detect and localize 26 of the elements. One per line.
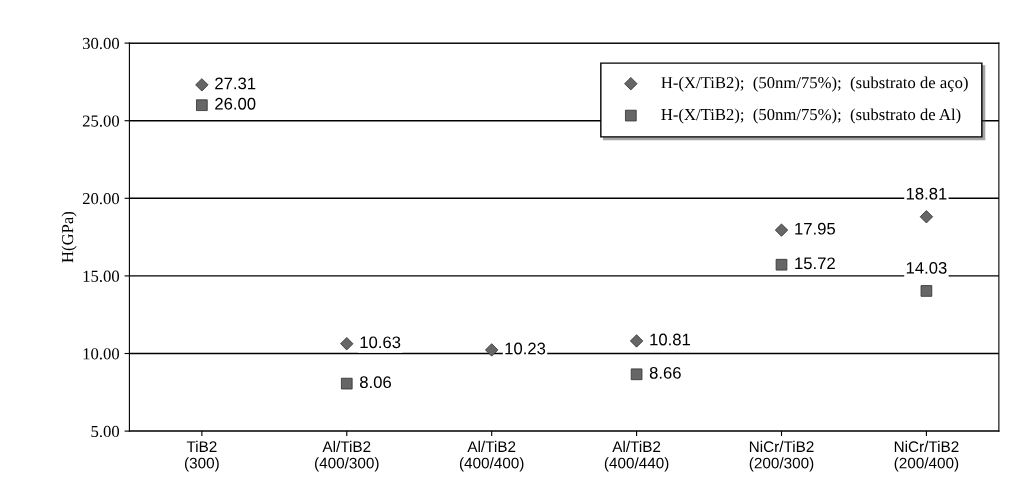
y-tick-label: 15.00	[83, 270, 120, 282]
legend-label: H-(X/TiB2); (50nm/75%); (substrato de aço)	[661, 76, 968, 92]
y-tick-label: 5.00	[91, 425, 120, 438]
data-label: 15.72	[795, 257, 835, 270]
y-axis-title: H(GPa)	[61, 211, 77, 263]
data-label: 10.81	[650, 333, 690, 346]
data-label: 14.03	[906, 261, 947, 274]
data-label: 8.66	[649, 366, 681, 379]
legend-label: H-(X/TiB2); (50nm/75%); (substrato de Al)	[661, 108, 961, 124]
x-tick-label: TiB2 (300)	[184, 440, 219, 472]
data-label: 27.31	[215, 77, 256, 90]
y-tick-label: 30.00	[82, 37, 120, 50]
data-label: 17.95	[795, 222, 836, 235]
data-label: 10.23	[505, 342, 546, 355]
x-tick-label: Al/TiB2 (400/300)	[315, 440, 379, 472]
data-label: 18.81	[906, 187, 947, 200]
y-tick-label: 10.00	[83, 348, 120, 360]
x-tick-label: Al/TiB2 (400/400)	[459, 440, 524, 472]
x-tick-label: Al/TiB2 (400/440)	[604, 440, 669, 472]
data-label: 26.00	[215, 97, 256, 110]
y-tick-label: 20.00	[82, 193, 120, 205]
data-label: 10.63	[360, 336, 401, 349]
y-tick-label: 25.00	[82, 115, 120, 127]
x-tick-label: NiCr/TiB2 (200/300)	[749, 440, 814, 472]
data-label: 8.06	[360, 376, 391, 389]
x-tick-label: NiCr/TiB2 (200/400)	[894, 440, 959, 472]
